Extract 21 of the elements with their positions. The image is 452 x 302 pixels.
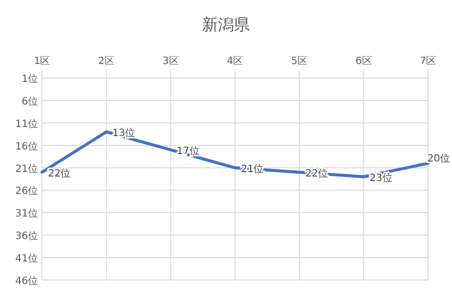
value-label: 22位: [48, 168, 71, 180]
xtick: 6区: [355, 56, 372, 67]
ytick: 41位: [15, 254, 38, 265]
ytick: 26位: [15, 186, 38, 198]
xtick: 3区: [162, 56, 179, 67]
xtick: 2区: [98, 56, 115, 67]
value-label: 20位: [427, 153, 450, 164]
xtick: 1区: [34, 56, 50, 67]
title: 新潟県: [202, 15, 250, 34]
ytick: 1位: [22, 74, 38, 85]
xtick: 5区: [291, 56, 308, 67]
ytick: 21位: [15, 164, 38, 175]
ytick: 36位: [15, 231, 38, 242]
ytick: 31位: [15, 208, 38, 220]
ytick: 6位: [22, 96, 38, 108]
ytick: 46位: [15, 276, 38, 287]
value-label: 23位: [370, 172, 392, 184]
xtick: 7区: [420, 56, 436, 67]
xtick: 4区: [226, 56, 244, 67]
ytick: 16位: [15, 141, 38, 152]
ytick: 11位: [15, 118, 38, 130]
